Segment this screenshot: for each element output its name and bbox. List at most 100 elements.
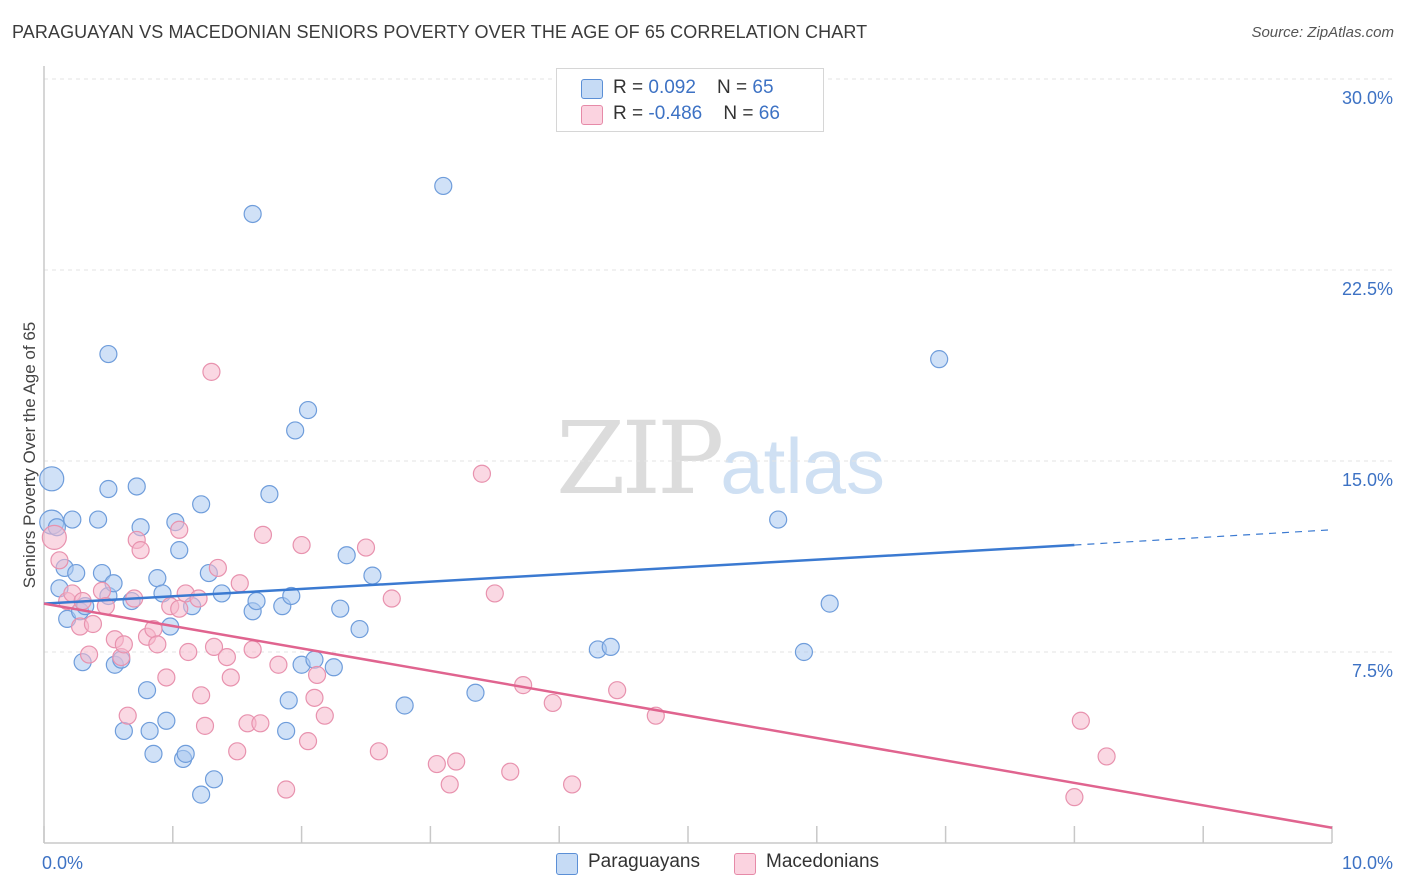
paraguayan-point — [192, 495, 211, 514]
x-tick-label: 0.0% — [42, 853, 83, 873]
paraguayan-point — [601, 637, 620, 657]
source-label: Source: ZipAtlas.com — [1251, 24, 1394, 41]
macedonian-point — [170, 599, 189, 618]
watermark-zip: ZIP — [556, 400, 724, 517]
macedonian-point — [298, 732, 318, 751]
paraguayan-point — [127, 477, 146, 496]
paraguayan-point — [192, 785, 211, 804]
macedonian-point — [427, 754, 446, 774]
paraguayan-point — [794, 642, 814, 662]
macedonian-point — [315, 706, 334, 725]
macedonian-point — [79, 645, 99, 664]
paraguayans-trend-extension — [1074, 529, 1333, 546]
paraguayan-point — [67, 563, 86, 583]
watermark: ZIPatlas — [556, 400, 885, 517]
legend-r-label: R = — [613, 103, 649, 124]
paraguayans-trend-line — [43, 543, 1075, 605]
macedonian-point — [170, 520, 189, 539]
paraguayan-point — [176, 744, 195, 763]
macedonian-point — [195, 716, 215, 735]
legend-n-value: 65 — [752, 77, 774, 98]
paraguayan-point — [277, 721, 296, 741]
paraguayan-point — [466, 683, 485, 702]
macedonian-point — [118, 706, 137, 725]
y-tick-label: 7.5% — [1352, 661, 1393, 681]
watermark-atlas: atlas — [720, 422, 886, 510]
macedonian-point — [114, 635, 133, 654]
series-legend-label: Macedonians — [766, 851, 880, 872]
legend-n-value: 66 — [758, 103, 780, 124]
macedonians-trend-line — [43, 602, 1333, 829]
paraguayan-point — [243, 204, 262, 224]
paraguayan-point — [39, 466, 65, 492]
paraguayan-point — [148, 569, 167, 588]
macedonian-point — [543, 693, 562, 713]
macedonian-point — [208, 558, 227, 578]
macedonian-point — [243, 640, 262, 659]
y-tick-label: 22.5% — [1342, 279, 1393, 299]
macedonian-point — [269, 655, 288, 674]
macedonian-point — [189, 589, 208, 608]
paraguayan-point — [170, 541, 189, 560]
macedonian-point — [292, 535, 311, 555]
paraguayan-point — [324, 658, 343, 677]
legend-r-label: R = — [613, 77, 649, 98]
paraguayans-points — [39, 176, 949, 804]
macedonian-point — [440, 775, 459, 794]
macedonian-point — [204, 637, 224, 657]
trend-lines — [43, 529, 1333, 829]
paraguayan-point — [337, 546, 356, 565]
paraguayan-point — [279, 691, 298, 710]
paraguayan-point — [114, 721, 133, 741]
axes — [43, 66, 1333, 844]
legend-swatch-blue — [581, 79, 603, 99]
macedonian-point — [251, 714, 270, 733]
legend-r-value: -0.486 — [648, 103, 703, 124]
paraguayan-point — [350, 619, 369, 639]
paraguayan-point — [286, 421, 305, 440]
paraguayan-point — [331, 599, 350, 618]
macedonian-point — [253, 525, 273, 544]
x-tick-label: 10.0% — [1342, 853, 1393, 873]
macedonian-point — [228, 742, 247, 761]
macedonian-point — [356, 538, 376, 557]
paraguayan-point — [137, 681, 157, 700]
paraguayan-point — [247, 591, 266, 611]
macedonian-point — [41, 524, 67, 551]
paraguayan-point — [63, 510, 82, 529]
macedonian-point — [157, 668, 176, 687]
macedonian-point — [277, 780, 296, 799]
paraguayan-point — [282, 586, 301, 606]
legend-r-value: 0.092 — [648, 77, 696, 98]
macedonian-point — [382, 589, 401, 608]
macedonian-point — [50, 551, 69, 570]
y-tick-label: 30.0% — [1342, 88, 1393, 108]
paraguayan-point — [144, 744, 163, 763]
y-tick-label: 15.0% — [1342, 470, 1393, 490]
paraguayan-point — [99, 479, 118, 499]
macedonian-point — [472, 464, 492, 483]
paraguayan-point — [204, 770, 224, 789]
macedonians-points — [41, 362, 1116, 807]
macedonian-point — [485, 584, 504, 603]
macedonian-point — [202, 362, 221, 381]
macedonian-point — [501, 762, 520, 781]
macedonian-point — [369, 742, 388, 761]
macedonian-point — [1065, 788, 1084, 807]
legend-n-label: N = — [723, 103, 759, 124]
macedonian-point — [608, 681, 627, 700]
macedonian-point — [192, 686, 211, 705]
legend-n-label: N = — [717, 77, 753, 98]
tick-labels: 7.5% 15.0% 22.5% 30.0% 0.0% 10.0% — [42, 88, 1393, 873]
paraguayan-point — [157, 711, 176, 730]
macedonian-point — [221, 668, 240, 687]
legend-swatch-pink — [581, 105, 603, 125]
macedonian-point — [148, 635, 167, 654]
macedonian-point — [1097, 747, 1116, 766]
macedonian-point — [562, 775, 582, 794]
paraguayan-point — [434, 176, 453, 196]
paraguayan-point — [305, 650, 324, 669]
legend-swatch-blue — [556, 853, 578, 875]
paraguayan-point — [930, 350, 949, 369]
macedonian-point — [131, 541, 150, 560]
